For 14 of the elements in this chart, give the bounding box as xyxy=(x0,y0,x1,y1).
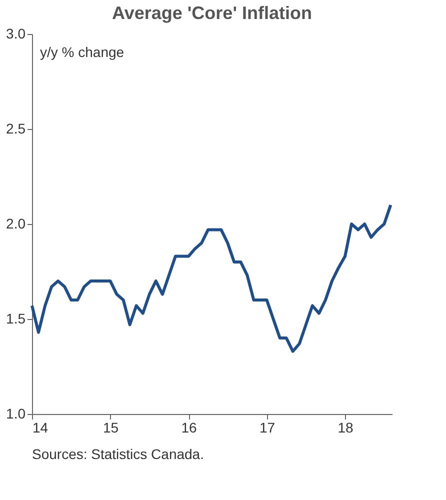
y-tick-label: 2.5 xyxy=(6,120,26,136)
x-tick-label: 18 xyxy=(338,420,354,436)
x-tick-label: 16 xyxy=(181,420,198,436)
chart-title: Average 'Core' Inflation xyxy=(112,3,312,23)
x-tick-label: 15 xyxy=(102,420,119,436)
y-tick-label: 1.0 xyxy=(6,406,26,422)
x-tick-label: 17 xyxy=(259,420,276,436)
y-axis-title: y/y % change xyxy=(40,44,124,60)
x-tick-label: 14 xyxy=(32,420,48,436)
source-note: Sources: Statistics Canada. xyxy=(32,446,204,462)
y-tick-label: 3.0 xyxy=(6,26,26,42)
y-tick-label: 1.5 xyxy=(6,310,26,326)
line-series xyxy=(30,204,392,353)
y-tick-label: 2.0 xyxy=(6,216,26,232)
